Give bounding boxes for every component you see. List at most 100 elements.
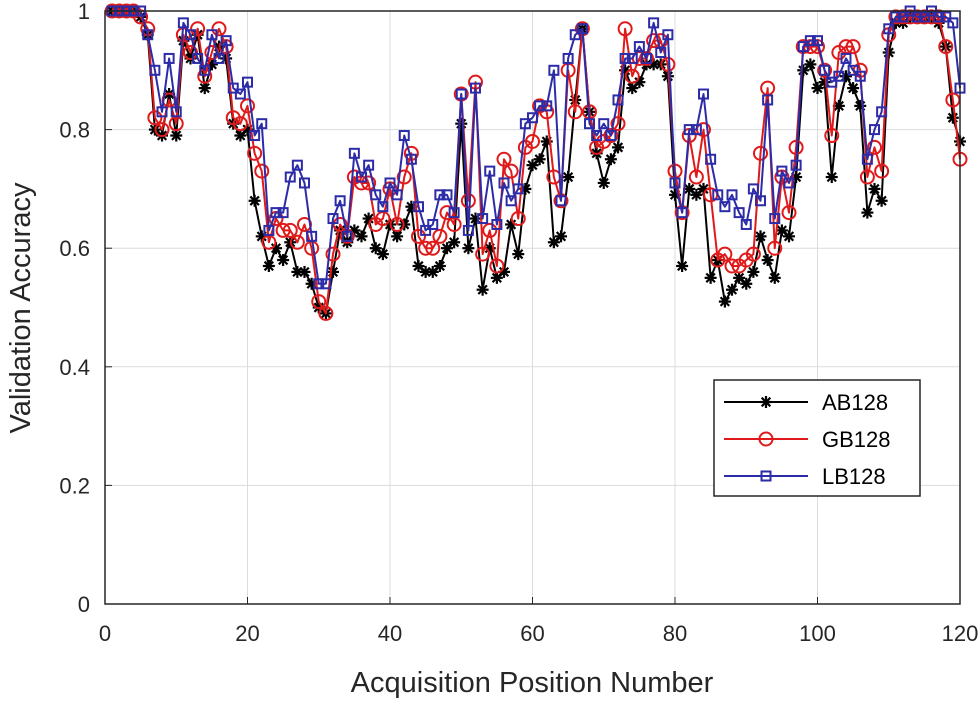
data-point <box>327 265 339 278</box>
data-point <box>897 11 909 23</box>
x-tick-label: 60 <box>520 621 544 646</box>
legend-label: AB128 <box>822 390 888 415</box>
data-point <box>541 100 553 112</box>
data-point <box>562 171 575 184</box>
data-point <box>624 68 640 84</box>
data-point <box>690 124 702 136</box>
data-point <box>313 278 325 290</box>
data-point <box>185 29 196 41</box>
data-point <box>277 254 290 267</box>
data-point <box>605 130 617 142</box>
data-point <box>683 124 695 136</box>
data-point <box>626 52 638 64</box>
data-point <box>562 52 574 64</box>
data-point <box>311 294 327 310</box>
data-point <box>496 151 512 167</box>
data-point <box>432 228 448 244</box>
data-point <box>868 182 881 195</box>
data-point <box>817 62 833 78</box>
data-point <box>482 222 498 238</box>
data-point <box>762 94 774 106</box>
y-tick-label: 0 <box>78 592 90 617</box>
data-point <box>662 29 674 41</box>
legend: AB128 GB128 LB128 <box>713 379 921 497</box>
legend-label: LB128 <box>822 464 886 489</box>
data-point <box>724 258 740 274</box>
data-point <box>232 116 248 132</box>
y-tick-label: 0.8 <box>59 118 90 143</box>
data-point <box>768 271 781 284</box>
data-point <box>306 230 318 242</box>
data-point <box>183 45 198 61</box>
data-point <box>676 207 688 219</box>
data-point <box>425 240 441 256</box>
data-point <box>411 228 426 244</box>
data-point <box>911 11 923 23</box>
data-point <box>783 230 795 243</box>
data-point <box>776 165 788 177</box>
data-point <box>597 176 610 189</box>
data-point <box>758 431 774 447</box>
data-point <box>760 470 772 482</box>
data-point <box>525 133 540 149</box>
data-point <box>149 64 161 76</box>
data-point <box>603 128 619 144</box>
data-point <box>761 254 774 267</box>
data-point <box>284 171 296 183</box>
data-point <box>854 70 866 82</box>
data-point <box>418 240 434 256</box>
data-point <box>617 21 633 37</box>
data-point <box>462 224 474 236</box>
y-tick-label: 1 <box>78 0 90 24</box>
data-point <box>192 52 204 64</box>
legend-item-gb128: GB128 <box>724 427 891 452</box>
data-point <box>619 52 631 64</box>
data-point <box>812 35 823 47</box>
data-point <box>947 17 959 29</box>
data-point <box>747 265 760 278</box>
data-point <box>718 295 731 308</box>
data-point <box>733 207 745 219</box>
y-axis-title: Validation Accuracy <box>5 182 37 433</box>
data-point <box>254 163 270 179</box>
data-point <box>198 82 211 95</box>
data-point <box>612 94 624 106</box>
data-point <box>147 110 163 126</box>
data-point <box>519 118 531 130</box>
data-point <box>462 242 475 255</box>
data-point <box>318 305 334 321</box>
data-point <box>332 216 348 232</box>
data-point <box>396 169 412 185</box>
data-point <box>263 224 275 236</box>
x-axis-title: Acquisition Position Number <box>351 667 714 699</box>
data-point <box>740 218 752 230</box>
data-point <box>534 100 546 112</box>
data-point <box>612 141 624 154</box>
data-point <box>719 201 731 213</box>
data-point <box>840 52 852 64</box>
data-point <box>781 205 797 221</box>
data-point <box>790 159 802 171</box>
data-point <box>825 171 838 184</box>
data-point <box>484 165 496 177</box>
data-point <box>405 153 417 165</box>
data-point <box>170 129 183 142</box>
data-point <box>760 396 772 408</box>
data-point <box>247 145 263 161</box>
legend-item-lb128: LB128 <box>724 464 886 489</box>
data-point <box>533 153 546 166</box>
data-point <box>156 106 168 118</box>
data-point <box>220 35 232 47</box>
x-tick-label: 0 <box>99 621 111 646</box>
x-tick-label: 80 <box>663 621 687 646</box>
legend-item-ab128: AB128 <box>724 390 888 415</box>
data-point <box>512 248 525 261</box>
data-point <box>847 64 859 76</box>
data-point <box>576 23 588 35</box>
data-point <box>325 246 341 262</box>
data-point <box>804 35 816 47</box>
data-point <box>363 159 375 171</box>
data-point <box>626 82 639 95</box>
data-point <box>755 195 766 207</box>
data-point <box>163 52 175 64</box>
